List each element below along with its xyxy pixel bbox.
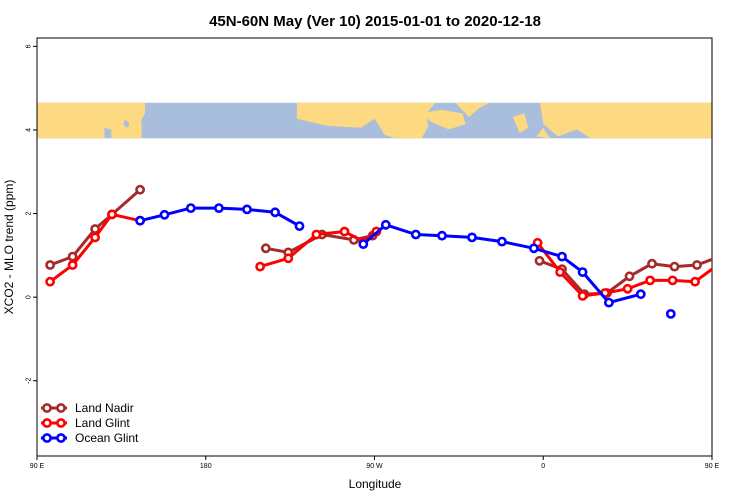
data-point-ocean-glint	[294, 221, 305, 231]
legend-marker	[56, 433, 66, 443]
data-point-land-glint	[67, 260, 78, 270]
data-point-land-nadir	[624, 271, 635, 282]
legend-marker	[56, 418, 66, 428]
legend-label: Ocean Glint	[75, 431, 139, 445]
x-tick-label: 90 W	[366, 463, 383, 470]
data-point-land-nadir	[260, 243, 271, 254]
y-axis-ticks: -2 0 2 4 6	[26, 44, 37, 384]
data-point-land-glint	[645, 275, 655, 286]
data-point-ocean-glint	[380, 219, 391, 230]
data-point-land-glint	[283, 253, 294, 264]
legend-marker	[42, 433, 52, 443]
series-layer	[45, 184, 745, 319]
map-land-masses	[37, 102, 712, 139]
x-axis-ticks: 90 E 180 90 W 0 90 E	[30, 456, 720, 470]
series-line-ocean-glint	[362, 223, 642, 305]
map-land-shape	[512, 113, 529, 133]
data-point-land-glint	[555, 267, 565, 277]
chart-title: 45N-60N May (Ver 10) 2015-01-01 to 2020-…	[209, 13, 541, 30]
x-tick-label: 90 E	[705, 463, 720, 470]
data-point-ocean-glint	[410, 229, 421, 240]
series-line-land-glint	[536, 241, 712, 298]
legend-item-land-nadir: Land Nadir	[41, 401, 134, 415]
y-tick-label: -2	[26, 378, 33, 384]
series-land-glint	[45, 209, 744, 301]
data-point-land-glint	[667, 275, 678, 286]
data-point-land-glint	[90, 232, 100, 243]
data-point-ocean-glint	[213, 203, 224, 213]
data-point-ocean-glint	[135, 215, 145, 226]
x-tick-label: 180	[200, 463, 212, 470]
data-point-land-glint	[255, 261, 265, 272]
data-point-land-glint	[311, 229, 322, 240]
data-point-land-nadir	[534, 255, 545, 266]
data-point-ocean-glint	[270, 207, 280, 218]
map-land-shape	[37, 102, 145, 139]
data-point-ocean-glint	[242, 204, 252, 215]
legend-marker	[42, 403, 52, 413]
data-point-ocean-glint	[635, 289, 646, 300]
series-ocean-glint	[135, 203, 676, 319]
data-point-ocean-glint	[185, 203, 196, 213]
y-tick-label: 6	[26, 44, 33, 48]
data-point-land-nadir	[647, 258, 657, 269]
data-point-ocean-glint	[497, 236, 507, 247]
legend-marker	[56, 403, 66, 413]
data-point-ocean-glint	[577, 267, 588, 277]
legend-label: Land Glint	[75, 416, 130, 430]
series-line-land-nadir	[538, 257, 712, 296]
map-land-shape	[539, 102, 712, 139]
data-point-ocean-glint	[604, 297, 614, 308]
data-point-ocean-glint	[159, 209, 170, 220]
data-point-land-glint	[622, 283, 633, 294]
data-point-land-nadir	[669, 261, 680, 272]
data-point-land-nadir	[716, 253, 723, 260]
map-land-shape	[296, 102, 436, 139]
plot-frame	[36, 37, 713, 457]
data-point-land-glint	[737, 234, 744, 241]
data-point-land-nadir	[135, 184, 145, 195]
data-point-land-nadir	[692, 260, 702, 270]
legend-item-land-glint: Land Glint	[41, 416, 130, 430]
y-tick-label: 0	[26, 295, 33, 299]
legend-marker	[42, 418, 52, 428]
x-tick-label: 0	[541, 463, 545, 470]
data-point-ocean-glint	[665, 308, 676, 319]
data-point-ocean-glint	[437, 230, 447, 241]
x-axis-label: Longitude	[349, 477, 402, 491]
data-point-ocean-glint	[557, 251, 567, 262]
map-land-shape	[455, 102, 490, 117]
data-point-land-glint	[690, 276, 700, 287]
data-point-land-glint	[45, 276, 55, 287]
data-point-land-glint	[714, 261, 721, 268]
data-point-ocean-glint	[358, 239, 369, 249]
y-axis-label: XCO2 - MLO trend (ppm)	[2, 180, 16, 315]
legend-label: Land Nadir	[75, 401, 134, 415]
data-point-land-glint	[107, 209, 117, 220]
map-land-shape	[536, 127, 550, 139]
data-point-ocean-glint	[529, 243, 539, 254]
legend-item-ocean-glint: Ocean Glint	[41, 431, 139, 445]
map-strip	[37, 102, 712, 139]
data-point-ocean-glint	[467, 232, 477, 243]
data-point-land-glint	[577, 290, 588, 301]
data-point-land-nadir	[738, 225, 745, 232]
data-point-land-nadir	[45, 260, 55, 270]
y-tick-label: 4	[26, 128, 33, 132]
data-point-land-nadir	[67, 251, 78, 262]
x-tick-label: 90 E	[30, 463, 45, 470]
map-land-shape	[418, 109, 466, 130]
data-point-land-glint	[339, 226, 350, 237]
y-tick-label: 2	[26, 212, 33, 216]
